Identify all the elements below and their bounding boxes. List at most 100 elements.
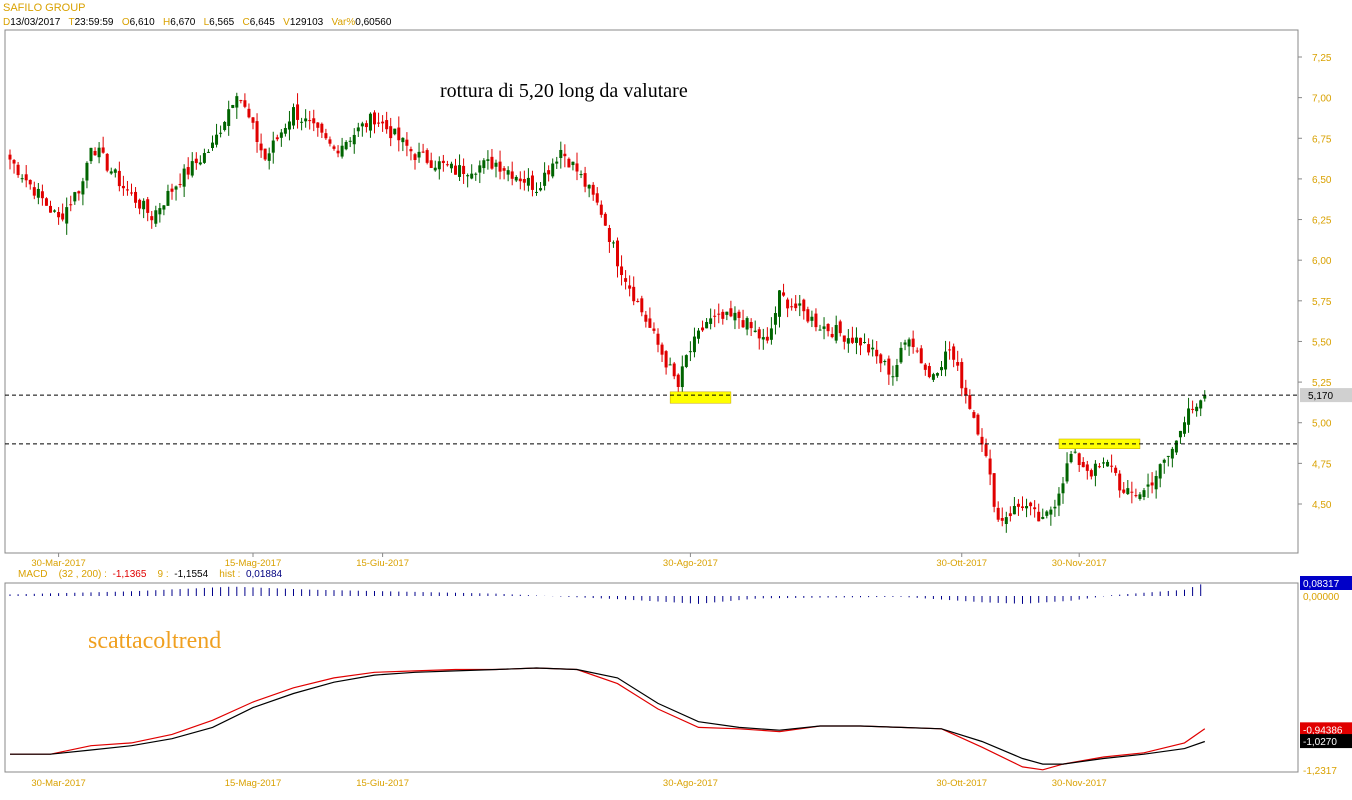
price-xtick-label: 30-Ott-2017: [936, 558, 987, 569]
candle-body: [186, 167, 190, 175]
candle-body: [348, 140, 352, 142]
candle-body: [8, 154, 12, 160]
candle-body: [863, 342, 867, 344]
candle-body: [1183, 422, 1186, 434]
candle-body: [320, 123, 324, 133]
candle-body: [984, 444, 988, 456]
candle-body: [697, 330, 700, 339]
candle-body: [854, 337, 858, 343]
macd-value: -1,1365: [112, 569, 147, 580]
candle-body: [85, 162, 89, 181]
macd-xtick-label: 15-Giu-2017: [356, 778, 409, 789]
candle-body: [211, 142, 214, 149]
support-highlight-zone: [669, 391, 732, 404]
candle-body: [65, 207, 69, 224]
candle-body: [275, 137, 279, 140]
candle-body: [599, 204, 603, 215]
candle-body: [381, 121, 385, 124]
candle-body: [624, 278, 628, 282]
candle-body: [773, 313, 777, 325]
candle-body: [93, 150, 97, 156]
candle-body: [194, 158, 198, 164]
time-key: T: [68, 17, 75, 28]
macd-params: (32 , 200) :: [58, 569, 107, 580]
candle-body: [648, 318, 652, 328]
candle-body: [1041, 516, 1045, 519]
candle-body: [81, 181, 85, 195]
candle-body: [206, 151, 210, 153]
candle-body: [263, 148, 267, 160]
var-value: 0,60560: [355, 17, 392, 28]
candle-body: [271, 140, 275, 153]
candle-body: [915, 350, 919, 352]
candle-body: [895, 365, 899, 378]
macd-axis-label: -1,0270: [1303, 737, 1337, 748]
candle-body: [1199, 400, 1203, 409]
candle-body: [1106, 461, 1110, 467]
candle-body: [1029, 502, 1033, 507]
open-value: 6,610: [129, 17, 155, 28]
candle-body: [1166, 455, 1170, 457]
candle-body: [575, 163, 579, 172]
candle-body: [948, 349, 952, 351]
candle-body: [292, 107, 295, 126]
candle-body: [182, 168, 186, 187]
candle-body: [871, 347, 875, 350]
candle-body: [705, 321, 709, 329]
candle-body: [223, 121, 227, 130]
signal-label: 9 :: [157, 569, 169, 580]
candle-body: [607, 228, 611, 242]
candle-body: [935, 373, 939, 376]
price-ytick-label: 5,25: [1312, 378, 1332, 389]
candle-body: [239, 100, 243, 102]
candle-body: [583, 173, 587, 187]
candle-body: [530, 175, 534, 190]
price-xtick-label: 15-Mag-2017: [225, 558, 282, 569]
candle-body: [458, 165, 462, 177]
candle-body: [69, 204, 73, 206]
candle-body: [449, 163, 453, 169]
macd-axis-label: 0,08317: [1303, 579, 1340, 590]
candle-body: [312, 118, 316, 124]
candle-body: [899, 347, 903, 363]
candle-body: [1008, 513, 1012, 517]
candle-body: [202, 153, 206, 163]
candle-body: [806, 309, 810, 322]
low-value: 6,565: [209, 17, 235, 28]
candle-body: [389, 126, 393, 139]
candle-body: [12, 160, 16, 164]
candle-body: [850, 337, 854, 343]
candle-body: [445, 164, 449, 166]
candle-body: [887, 358, 891, 375]
price-xtick-label: 30-Nov-2017: [1052, 558, 1107, 569]
candle-body: [960, 362, 964, 389]
candle-body: [761, 337, 765, 340]
candle-body: [1114, 467, 1118, 473]
signal-value: -1,1554: [174, 569, 209, 580]
candle-body: [664, 351, 668, 368]
candle-body: [409, 149, 413, 152]
macd-xtick-label: 30-Ott-2017: [936, 778, 987, 789]
candle-body: [97, 147, 101, 158]
candle-body: [227, 109, 231, 126]
candle-body: [267, 153, 271, 161]
candle-body: [709, 318, 713, 324]
candle-body: [16, 164, 20, 176]
candle-body: [786, 299, 790, 309]
candle-body: [154, 210, 158, 224]
candle-body: [283, 128, 287, 134]
candle-body: [818, 329, 822, 331]
candle-body: [632, 286, 636, 302]
candle-body: [1037, 511, 1041, 522]
candle-body: [563, 153, 567, 157]
candle-body: [790, 306, 794, 308]
candle-body: [867, 344, 871, 353]
candle-body: [834, 324, 838, 341]
candle-body: [142, 200, 146, 210]
candle-body: [356, 127, 360, 132]
candle-body: [838, 321, 842, 334]
candle-body: [178, 184, 182, 186]
price-xtick-label: 15-Giu-2017: [356, 558, 409, 569]
candle-body: [49, 205, 52, 213]
